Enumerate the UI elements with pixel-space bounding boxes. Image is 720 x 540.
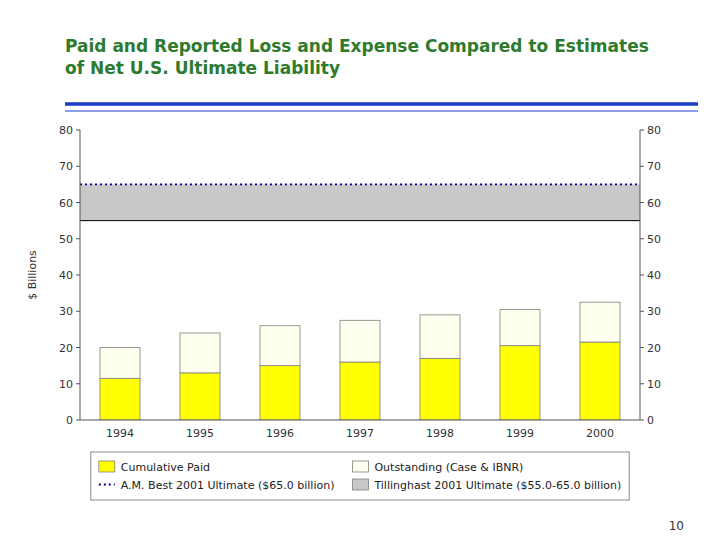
y2-tick-label: 80	[647, 124, 661, 137]
bar	[420, 315, 460, 359]
y2-tick	[640, 311, 644, 312]
y2-tick-label: 50	[647, 233, 661, 246]
x-tick-label: 2000	[586, 427, 614, 440]
bar	[180, 333, 220, 373]
plot-area	[80, 184, 640, 420]
bar	[180, 373, 220, 420]
y-tick-label: 80	[59, 124, 73, 137]
y2-tick	[640, 275, 644, 276]
y2-tick	[640, 420, 644, 421]
y2-tick	[640, 238, 644, 239]
y2-tick	[640, 202, 644, 203]
legend-swatch	[99, 484, 115, 486]
x-tick-label: 1998	[426, 427, 454, 440]
bar	[340, 320, 380, 362]
y2-tick	[640, 383, 644, 384]
y-tick	[76, 130, 80, 131]
y-axis-label: $ Billions	[26, 250, 39, 300]
y-tick-label: 10	[59, 378, 73, 391]
y-tick-label: 70	[59, 160, 73, 173]
bar	[260, 326, 300, 366]
legend-label: Tillinghast 2001 Ultimate ($55.0-65.0 bi…	[373, 479, 621, 492]
y2-tick-label: 0	[647, 414, 654, 427]
band-edge	[80, 220, 640, 221]
bar	[580, 302, 620, 342]
x-tick-label: 1995	[186, 427, 214, 440]
bar	[500, 346, 540, 420]
legend-label: A.M. Best 2001 Ultimate ($65.0 billion)	[121, 479, 335, 492]
header-rule	[65, 102, 698, 106]
chart: Paid and Reported Loss and Expense Compa…	[0, 0, 720, 540]
x-tick-label: 1997	[346, 427, 374, 440]
y2-tick	[640, 166, 644, 167]
legend-frame	[91, 452, 629, 500]
y-tick	[76, 238, 80, 239]
y2-tick-label: 30	[647, 305, 661, 318]
bar	[100, 378, 140, 420]
y-tick-label: 60	[59, 197, 73, 210]
bar	[580, 342, 620, 420]
y-tick-label: 20	[59, 342, 73, 355]
legend-swatch	[352, 479, 368, 490]
page-number: 10	[669, 519, 684, 533]
title: Paid and Reported Loss and Expense Compa…	[65, 36, 649, 56]
y2-tick-label: 10	[647, 378, 661, 391]
x-axis	[80, 420, 640, 421]
bar	[100, 348, 140, 379]
y2-tick	[640, 130, 644, 131]
legend-label: Cumulative Paid	[121, 461, 210, 474]
legend: Cumulative Paid A.M. Best 2001 Ultimate (…	[91, 452, 629, 500]
legend-label: Outstanding (Case & IBNR)	[374, 461, 523, 474]
y-tick	[76, 420, 80, 421]
x-tick-label: 1996	[266, 427, 294, 440]
axes: 0 10 20 30 40 50 60 70 80 0 10 20 30 40 50 60 70 80 1994 19…	[59, 124, 661, 440]
y-tick-label: 50	[59, 233, 73, 246]
bar	[260, 366, 300, 420]
y-tick-label: 30	[59, 305, 73, 318]
y2-tick-label: 20	[647, 342, 661, 355]
y-tick	[76, 347, 80, 348]
y-tick-label: 40	[59, 269, 73, 282]
reference-line	[80, 183, 640, 185]
header-rule	[65, 110, 698, 111]
y2-tick-label: 40	[647, 269, 661, 282]
bar	[420, 358, 460, 420]
y-tick	[76, 275, 80, 276]
range-band	[80, 184, 640, 220]
y2-tick-label: 60	[647, 197, 661, 210]
y-tick-label: 0	[66, 414, 73, 427]
bar	[500, 309, 540, 345]
y-tick	[76, 166, 80, 167]
bar	[340, 362, 380, 420]
title: of Net U.S. Ultimate Liability	[65, 58, 340, 78]
x-tick-label: 1999	[506, 427, 534, 440]
legend-swatch	[352, 461, 368, 472]
y-tick	[76, 202, 80, 203]
legend-swatch	[99, 461, 115, 472]
y2-tick-label: 70	[647, 160, 661, 173]
x-tick-label: 1994	[106, 427, 134, 440]
y-tick	[76, 383, 80, 384]
y2-tick	[640, 347, 644, 348]
y-tick	[76, 311, 80, 312]
